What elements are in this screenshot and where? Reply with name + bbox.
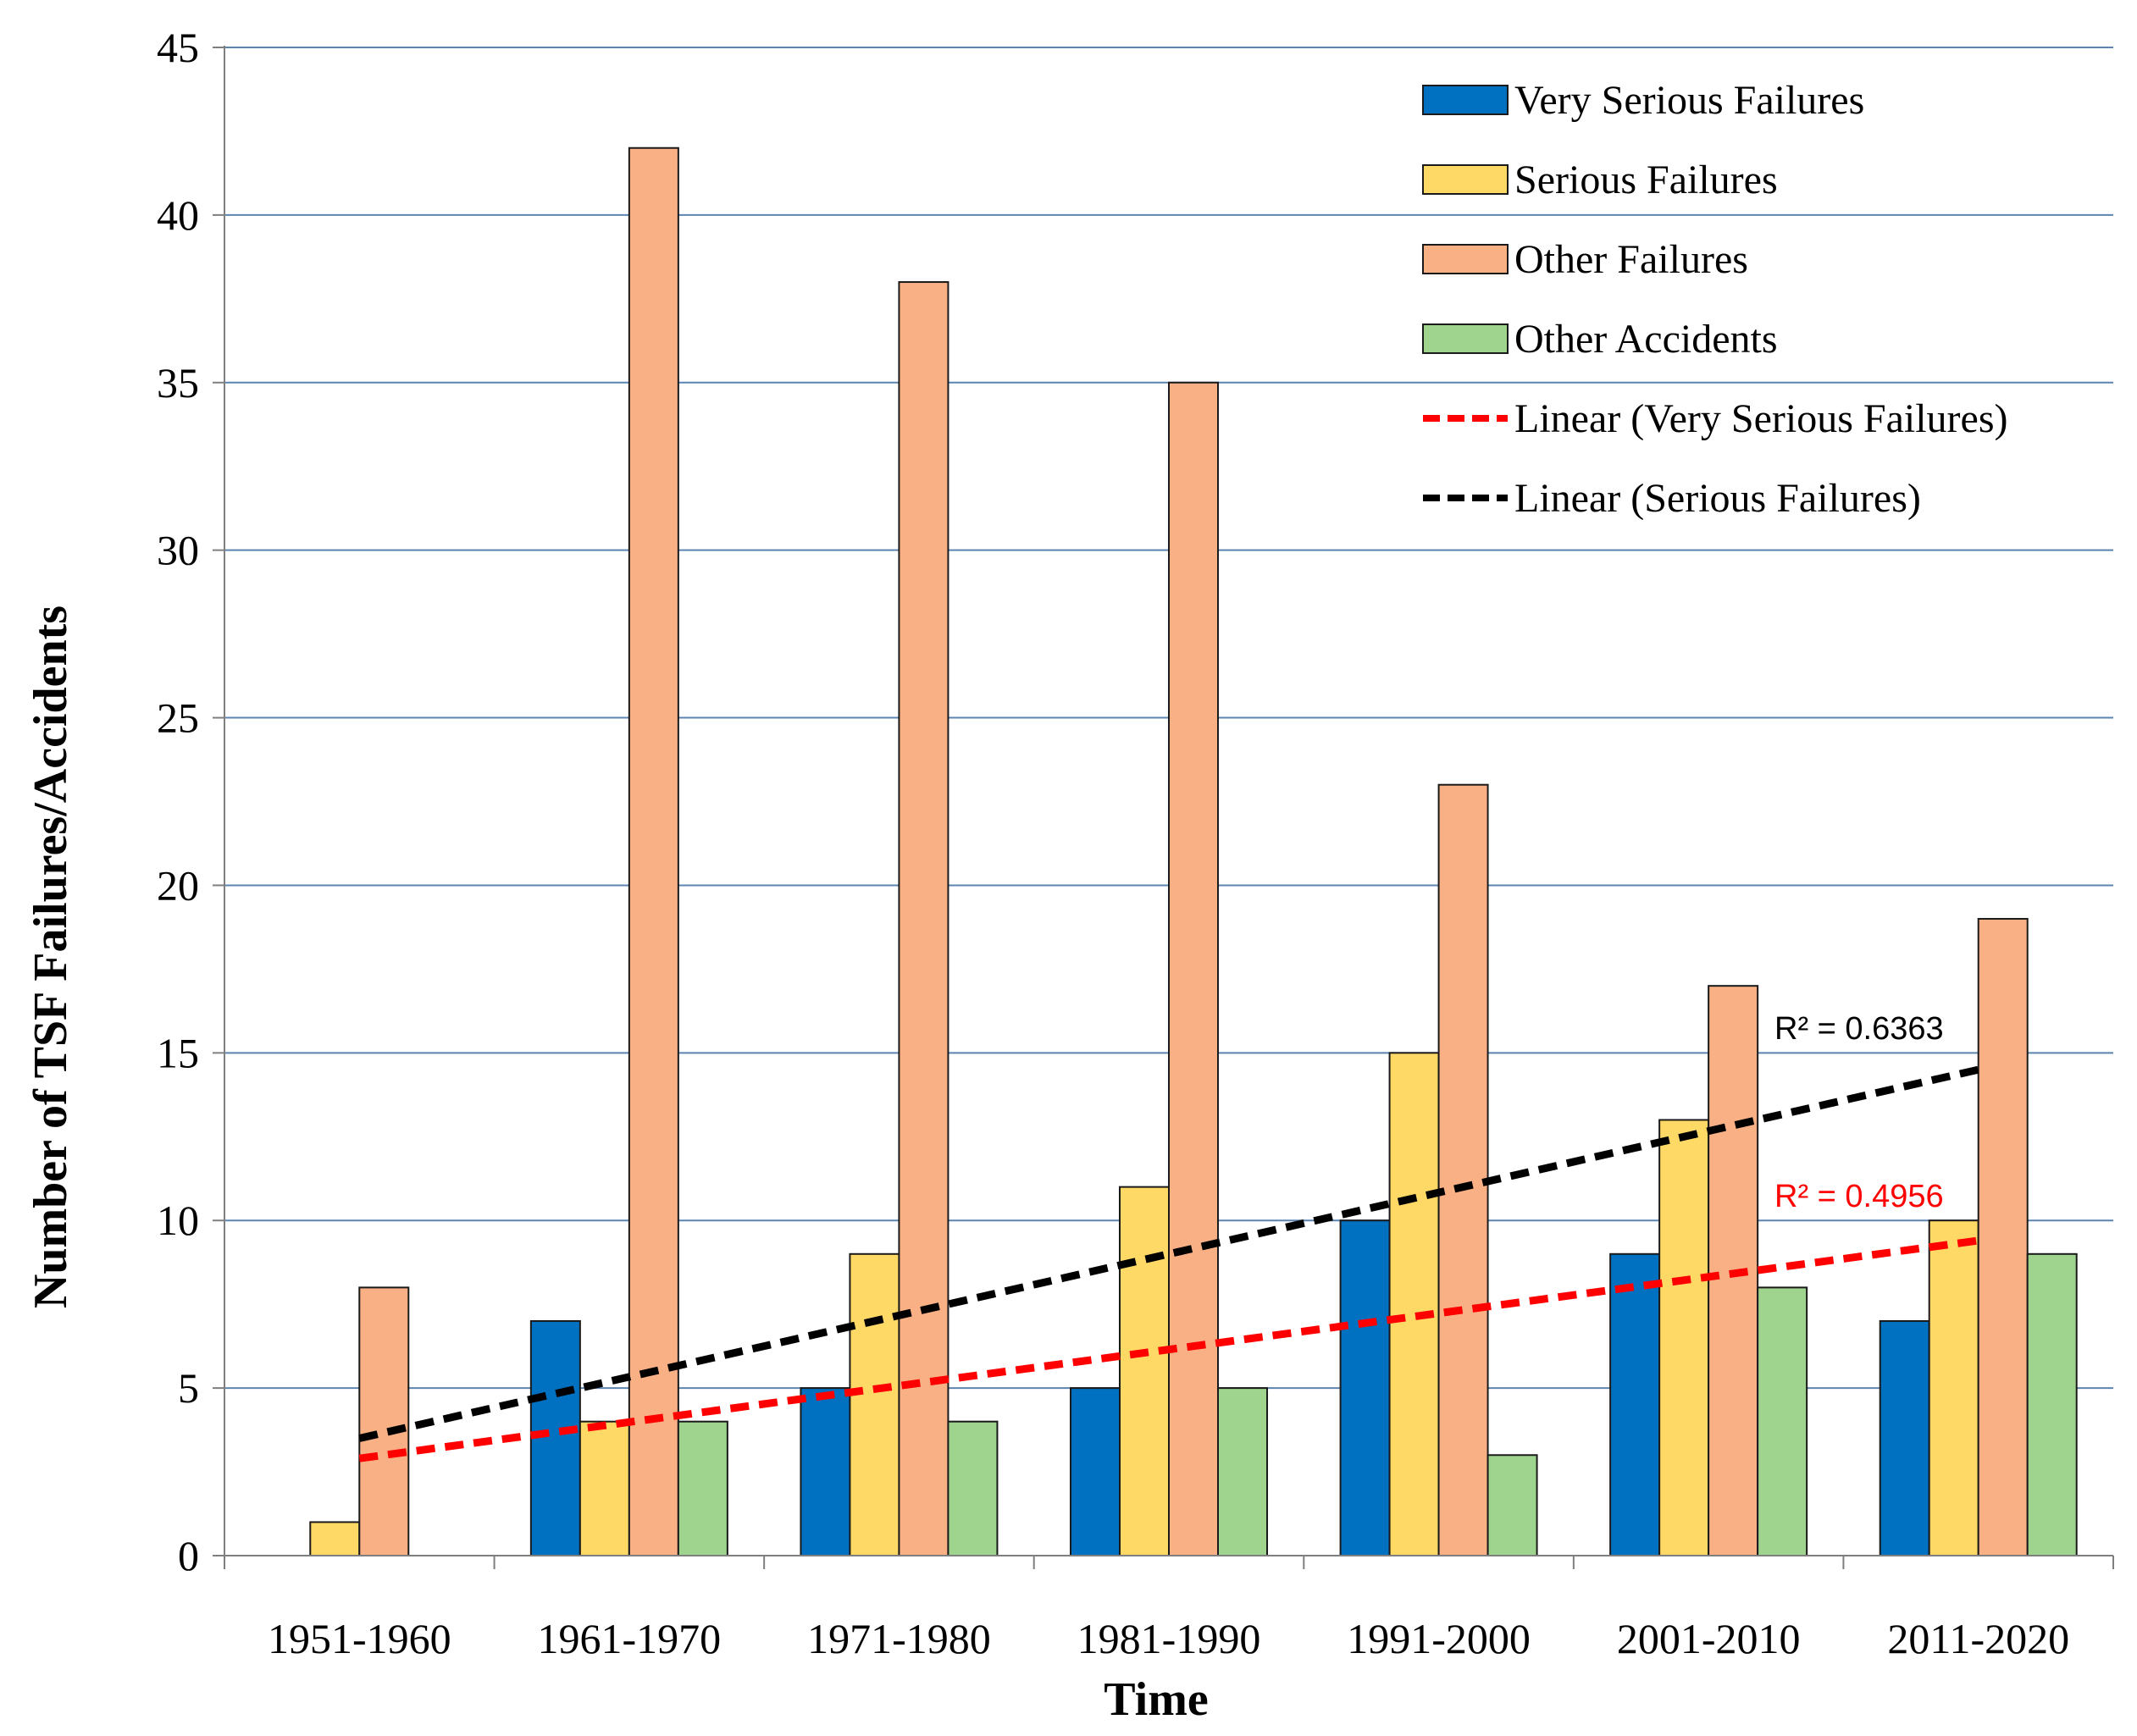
bar-serious-failures-1951-1960 — [309, 1521, 361, 1557]
x-tick-label-1991-2000: 1991-2000 — [1347, 1615, 1531, 1662]
bar-serious-failures-1971-1980 — [849, 1252, 900, 1557]
r2-label-linear-serious-failures: R² = 0.6363 — [1774, 1011, 1944, 1047]
bar-very-serious-failures-2001-2010 — [1609, 1252, 1661, 1557]
bar-very-serious-failures-1981-1990 — [1070, 1387, 1121, 1556]
legend-label-linear-very-serious-failures: Linear (Very Serious Failures) — [1514, 396, 2008, 441]
bar-very-serious-failures-1961-1970 — [529, 1319, 581, 1556]
y-tick-label-5: 5 — [178, 1364, 199, 1412]
y-tick-label-20: 20 — [157, 861, 199, 909]
trendlines: R² = 0.4956 R² = 0.6363 — [358, 1011, 1979, 1462]
legend-swatch-serious-failures — [1422, 164, 1509, 195]
bar-serious-failures-1961-1970 — [579, 1420, 630, 1556]
bar-serious-failures-1991-2000 — [1388, 1052, 1440, 1557]
trendline-linear-very-serious-failures — [358, 1236, 1979, 1462]
y-tick-label-40: 40 — [157, 191, 199, 239]
axes — [213, 46, 2114, 1569]
x-tick-label-2011-2020: 2011-2020 — [1887, 1615, 2069, 1662]
bar-other-accidents-1981-1990 — [1217, 1387, 1268, 1556]
y-tick-label-0: 0 — [178, 1532, 199, 1579]
bar-serious-failures-1981-1990 — [1119, 1186, 1170, 1556]
y-tick-label-30: 30 — [157, 527, 199, 574]
bar-very-serious-failures-2011-2020 — [1879, 1319, 1930, 1556]
bar-very-serious-failures-1991-2000 — [1339, 1219, 1391, 1556]
x-tick-labels: 1951-1960 1961-1970 1971-1980 1981-1990 1991… — [268, 1615, 2069, 1662]
legend-label-other-failures: Other Failures — [1514, 237, 1748, 282]
legend-label-other-accidents: Other Accidents — [1514, 317, 1778, 362]
legend-swatch-very-serious-failures — [1422, 85, 1509, 115]
y-tick-label-45: 45 — [157, 24, 199, 71]
bar-other-failures-1961-1970 — [628, 147, 679, 1557]
bar-other-accidents-1991-2000 — [1486, 1454, 1538, 1557]
y-tick-labels: 0 5 10 15 20 25 30 35 40 45 — [157, 24, 199, 1579]
bar-other-accidents-1961-1970 — [677, 1420, 728, 1556]
x-tick-label-1961-1970: 1961-1970 — [538, 1615, 722, 1662]
x-axis-title: Time — [1104, 1673, 1208, 1726]
bar-serious-failures-2001-2010 — [1658, 1119, 1710, 1556]
bar-other-failures-1991-2000 — [1437, 783, 1489, 1556]
legend-label-serious-failures: Serious Failures — [1514, 158, 1778, 202]
bar-very-serious-failures-1971-1980 — [800, 1387, 851, 1556]
y-tick-label-35: 35 — [157, 359, 199, 406]
bar-other-failures-1981-1990 — [1168, 381, 1219, 1556]
x-tick-label-1971-1980: 1971-1980 — [807, 1615, 991, 1662]
bar-other-failures-1971-1980 — [898, 281, 949, 1556]
legend-label-very-serious-failures: Very Serious Failures — [1514, 78, 1864, 123]
x-tick-label-2001-2010: 2001-2010 — [1617, 1615, 1801, 1662]
y-tick-label-15: 15 — [157, 1029, 199, 1076]
bars — [309, 147, 2078, 1557]
x-tick-label-1951-1960: 1951-1960 — [268, 1615, 451, 1662]
y-tick-label-10: 10 — [157, 1197, 199, 1244]
y-tick-label-25: 25 — [157, 694, 199, 742]
bar-other-accidents-2001-2010 — [1757, 1286, 1808, 1557]
trendline-linear-serious-failures — [358, 1065, 1979, 1442]
legend-swatch-other-accidents — [1422, 323, 1509, 354]
bar-serious-failures-2011-2020 — [1928, 1219, 1979, 1556]
bar-other-failures-2011-2020 — [1977, 918, 2029, 1556]
legend: Very Serious Failures Serious Failures Oth… — [1422, 78, 2008, 521]
legend-label-linear-serious-failures: Linear (Serious Failures) — [1514, 476, 1921, 521]
bar-other-accidents-2011-2020 — [2026, 1252, 2078, 1557]
y-axis-title: Number of TSF Failures/Accidents — [25, 605, 77, 1308]
x-tick-label-1981-1990: 1981-1990 — [1077, 1615, 1261, 1662]
legend-swatch-other-failures — [1422, 244, 1509, 274]
r2-label-linear-very-serious-failures: R² = 0.4956 — [1774, 1179, 1944, 1214]
bar-other-accidents-1971-1980 — [947, 1420, 999, 1556]
bar-other-failures-1951-1960 — [358, 1286, 410, 1557]
